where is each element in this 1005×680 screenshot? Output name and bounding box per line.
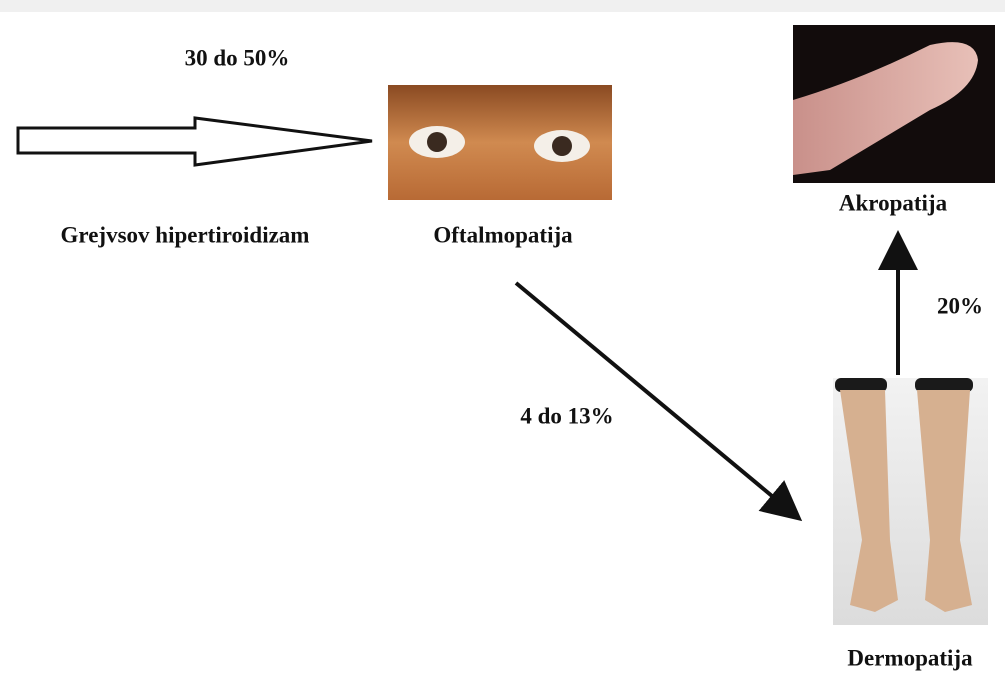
node-label: Akropatija (839, 190, 948, 215)
diagram: 30 do 50% 4 do 13% 20% Grejvsov hipertir… (0, 0, 1005, 680)
top-band (0, 0, 1005, 12)
eye-image (388, 85, 612, 200)
finger-image (793, 25, 995, 183)
edge-label: 4 do 13% (520, 403, 613, 428)
edge-label: 20% (937, 293, 983, 318)
node-label: Dermopatija (847, 645, 973, 670)
node-label: Oftalmopatija (433, 222, 573, 247)
node-label: Grejvsov hipertiroidizam (61, 222, 310, 247)
arrow (516, 283, 796, 516)
edge-label: 30 do 50% (185, 45, 290, 70)
legs-image (833, 378, 988, 625)
hollow-arrow (18, 118, 372, 165)
